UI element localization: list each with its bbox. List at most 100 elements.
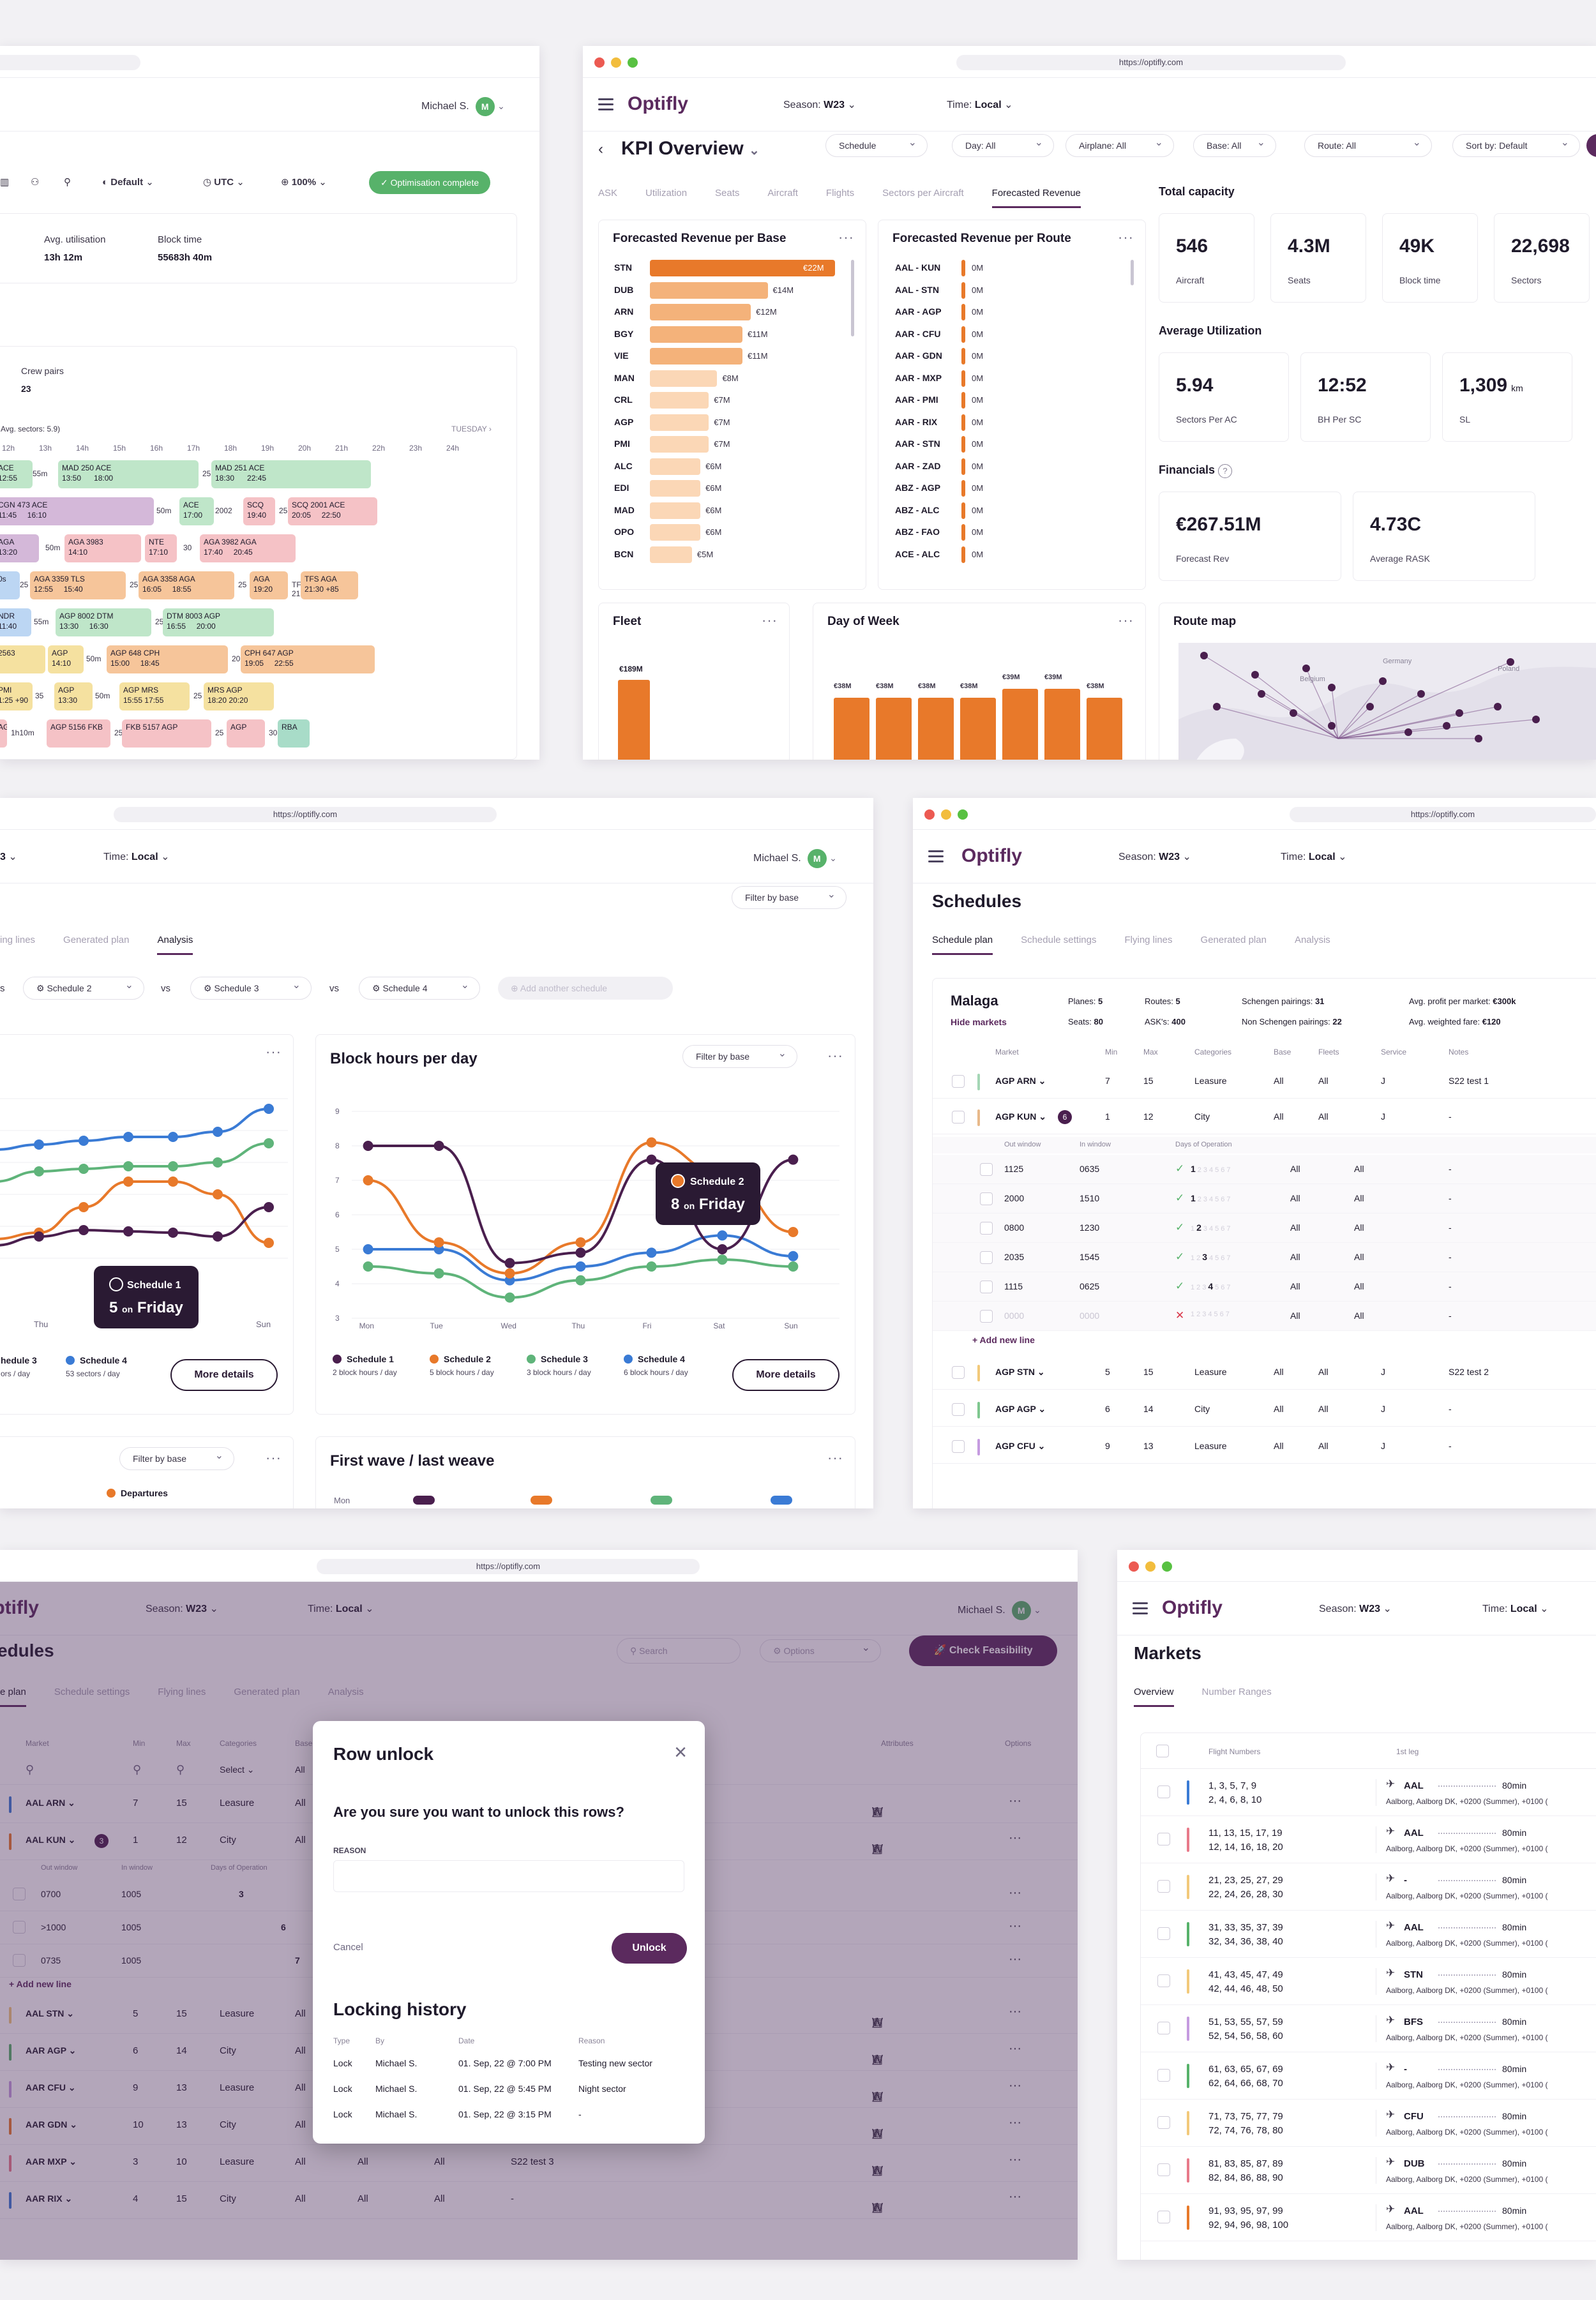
dow-bar[interactable]: [1002, 689, 1038, 760]
flight-block[interactable]: CPH 647 AGP 19:05 22:55: [241, 645, 375, 673]
tab[interactable]: Seats: [715, 188, 740, 199]
search-input[interactable]: ⚲ Search: [617, 1638, 741, 1664]
filter-by-base-select[interactable]: Filter by base: [732, 884, 847, 909]
row-checkbox[interactable]: [1157, 2069, 1170, 2082]
subtable-row[interactable]: 0000 0000 ✕ 1234567 All All -: [933, 1302, 1596, 1331]
time-select[interactable]: Time: Local ⌄: [308, 1604, 374, 1614]
route-map[interactable]: Germany Poland Belgium: [1178, 643, 1596, 760]
tab[interactable]: Flying lines: [158, 1687, 206, 1697]
attribute-icon[interactable]: ☾: [872, 1805, 892, 1818]
time-select[interactable]: Time: Local ⌄: [1482, 1604, 1549, 1614]
revenue-bar[interactable]: [650, 458, 701, 475]
more-icon[interactable]: ···: [838, 229, 854, 245]
attribute-icon[interactable]: W: [872, 2090, 892, 2103]
row-checkbox[interactable]: [980, 1310, 993, 1323]
season-select[interactable]: Season: W23 ⌄: [1118, 852, 1191, 862]
attribute-icon[interactable]: △: [872, 2016, 890, 2029]
revenue-bar[interactable]: [650, 502, 701, 519]
flight-block[interactable]: CGN 473 ACE 11:45 16:10: [0, 497, 154, 525]
flight-block[interactable]: 0s: [0, 571, 20, 599]
attribute-icon[interactable]: ☾: [872, 2201, 892, 2214]
attribute-icon[interactable]: △: [872, 2127, 890, 2140]
row-checkbox[interactable]: [952, 1075, 965, 1088]
revenue-bar[interactable]: [650, 524, 701, 541]
revenue-bar[interactable]: [650, 480, 701, 497]
filter-select[interactable]: Day: All: [952, 132, 1054, 157]
revenue-bar[interactable]: [961, 458, 965, 475]
more-icon[interactable]: ···: [1009, 2078, 1021, 2093]
flight-block[interactable]: AGP 8002 DTM 13:30 16:30: [56, 608, 151, 636]
subtable-row[interactable]: 1115 0625 ✓ 1234567 All All -: [933, 1272, 1596, 1302]
row-checkbox[interactable]: [13, 1888, 26, 1900]
attribute-icon[interactable]: ▤: [872, 2053, 892, 2066]
table-row[interactable]: 91, 93, 95, 97, 99 92, 94, 96, 98, 100 ✈ AA…: [1141, 2194, 1596, 2241]
attribute-icon[interactable]: W: [872, 2201, 892, 2214]
attribute-icon[interactable]: △: [872, 2201, 890, 2214]
row-checkbox[interactable]: [980, 1222, 993, 1235]
revenue-bar[interactable]: [961, 260, 965, 276]
more-icon[interactable]: ···: [1009, 1794, 1021, 1808]
revenue-bar[interactable]: [650, 260, 835, 276]
attribute-icon[interactable]: W: [872, 1842, 892, 1855]
subtable-row[interactable]: 1125 0635 ✓ 1234567 All All -: [933, 1155, 1596, 1184]
tab[interactable]: Schedule settings: [54, 1687, 130, 1697]
revenue-bar[interactable]: [961, 392, 965, 409]
row-checkbox[interactable]: [1157, 1880, 1170, 1893]
attribute-icon[interactable]: △: [872, 2090, 890, 2103]
action-button[interactable]: [1586, 134, 1596, 157]
subtable-row[interactable]: 2000 1510 ✓ 1234567 All All -: [933, 1184, 1596, 1214]
revenue-bar[interactable]: [961, 414, 965, 431]
subtable-row[interactable]: 0800 1230 ✓ 1234567 All All -: [933, 1214, 1596, 1243]
attribute-icon[interactable]: W: [872, 2016, 892, 2029]
attribute-icon[interactable]: ☾: [872, 2090, 892, 2103]
row-checkbox[interactable]: [952, 1111, 965, 1124]
table-row[interactable]: 11, 13, 15, 17, 19 12, 14, 16, 18, 20 ✈ AAL…: [1141, 1816, 1596, 1863]
flight-block[interactable]: SCQ 19:40: [243, 497, 275, 525]
flight-block[interactable]: AGP 14:10: [48, 645, 84, 673]
tab[interactable]: Schedule settings: [1021, 935, 1097, 945]
table-row[interactable]: AGP STN ⌄ 5 15 Leasure All All J S22 test 2: [933, 1357, 1596, 1390]
season-select[interactable]: Season: W23 ⌄: [1319, 1604, 1392, 1614]
more-details-button[interactable]: More details: [170, 1359, 278, 1391]
tab[interactable]: Flights: [825, 188, 855, 199]
flight-block[interactable]: ACE 12:55: [0, 460, 33, 488]
attribute-icon[interactable]: ☾: [872, 2164, 892, 2177]
attribute-icon[interactable]: ▤: [872, 2164, 892, 2177]
chart-icon[interactable]: ▥: [0, 177, 10, 188]
row-checkbox[interactable]: [980, 1251, 993, 1264]
table-row[interactable]: 61, 63, 65, 67, 69 62, 64, 66, 68, 70 ✈ - 80…: [1141, 2052, 1596, 2100]
tab[interactable]: Analysis: [1294, 935, 1330, 945]
more-icon[interactable]: ···: [1009, 2041, 1021, 2056]
attribute-icon[interactable]: ▤: [872, 2201, 892, 2214]
more-icon[interactable]: ···: [1118, 229, 1134, 245]
row-checkbox[interactable]: [1157, 1927, 1170, 1940]
attribute-icon[interactable]: ▤: [872, 2127, 892, 2140]
dow-bar[interactable]: [960, 698, 996, 760]
revenue-bar[interactable]: [961, 304, 965, 320]
more-icon[interactable]: ···: [762, 612, 778, 628]
table-row[interactable]: 21, 23, 25, 27, 29 22, 24, 26, 28, 30 ✈ - 80…: [1141, 1863, 1596, 1911]
compare-schedule-2[interactable]: ⚙ Schedule 2: [23, 975, 144, 1000]
attribute-icon[interactable]: W: [872, 1805, 892, 1818]
flight-block[interactable]: AGA 3982 AGA 17:40 20:45: [200, 534, 296, 562]
add-line-button[interactable]: + Add new line: [972, 1335, 1035, 1345]
more-icon[interactable]: ···: [1009, 1919, 1021, 1933]
dow-bar[interactable]: [918, 698, 954, 760]
revenue-bar[interactable]: [650, 414, 709, 431]
tab[interactable]: Number Ranges: [1201, 1687, 1272, 1697]
flight-block[interactable]: FKB 5157 AGP: [122, 719, 211, 748]
tab[interactable]: Forecasted Revenue: [991, 188, 1081, 208]
filter-select[interactable]: Sort by: Default: [1452, 132, 1580, 157]
revenue-bar[interactable]: [650, 304, 751, 320]
flight-block[interactable]: ACE 17:00: [179, 497, 214, 525]
flight-block[interactable]: MAD 251 ACE 18:30 22:45: [211, 460, 371, 488]
address-bar[interactable]: https://optifly.com: [114, 807, 497, 822]
tab[interactable]: Generated plan: [1200, 935, 1267, 945]
filter-select[interactable]: Route: All: [1304, 132, 1432, 157]
flight-block[interactable]: DTM 8003 AGP 16:55 20:00: [163, 608, 274, 636]
table-row[interactable]: 31, 33, 35, 37, 39 32, 34, 36, 38, 40 ✈ AAL…: [1141, 1911, 1596, 1958]
user-menu[interactable]: Michael S. M ⌄: [753, 849, 837, 868]
unlock-button[interactable]: Unlock: [612, 1933, 687, 1964]
flight-block[interactable]: AGP 648 CPH 15:00 18:45: [107, 645, 228, 673]
flight-block[interactable]: AGA 3359 TLS 12:55 15:40: [30, 571, 126, 599]
